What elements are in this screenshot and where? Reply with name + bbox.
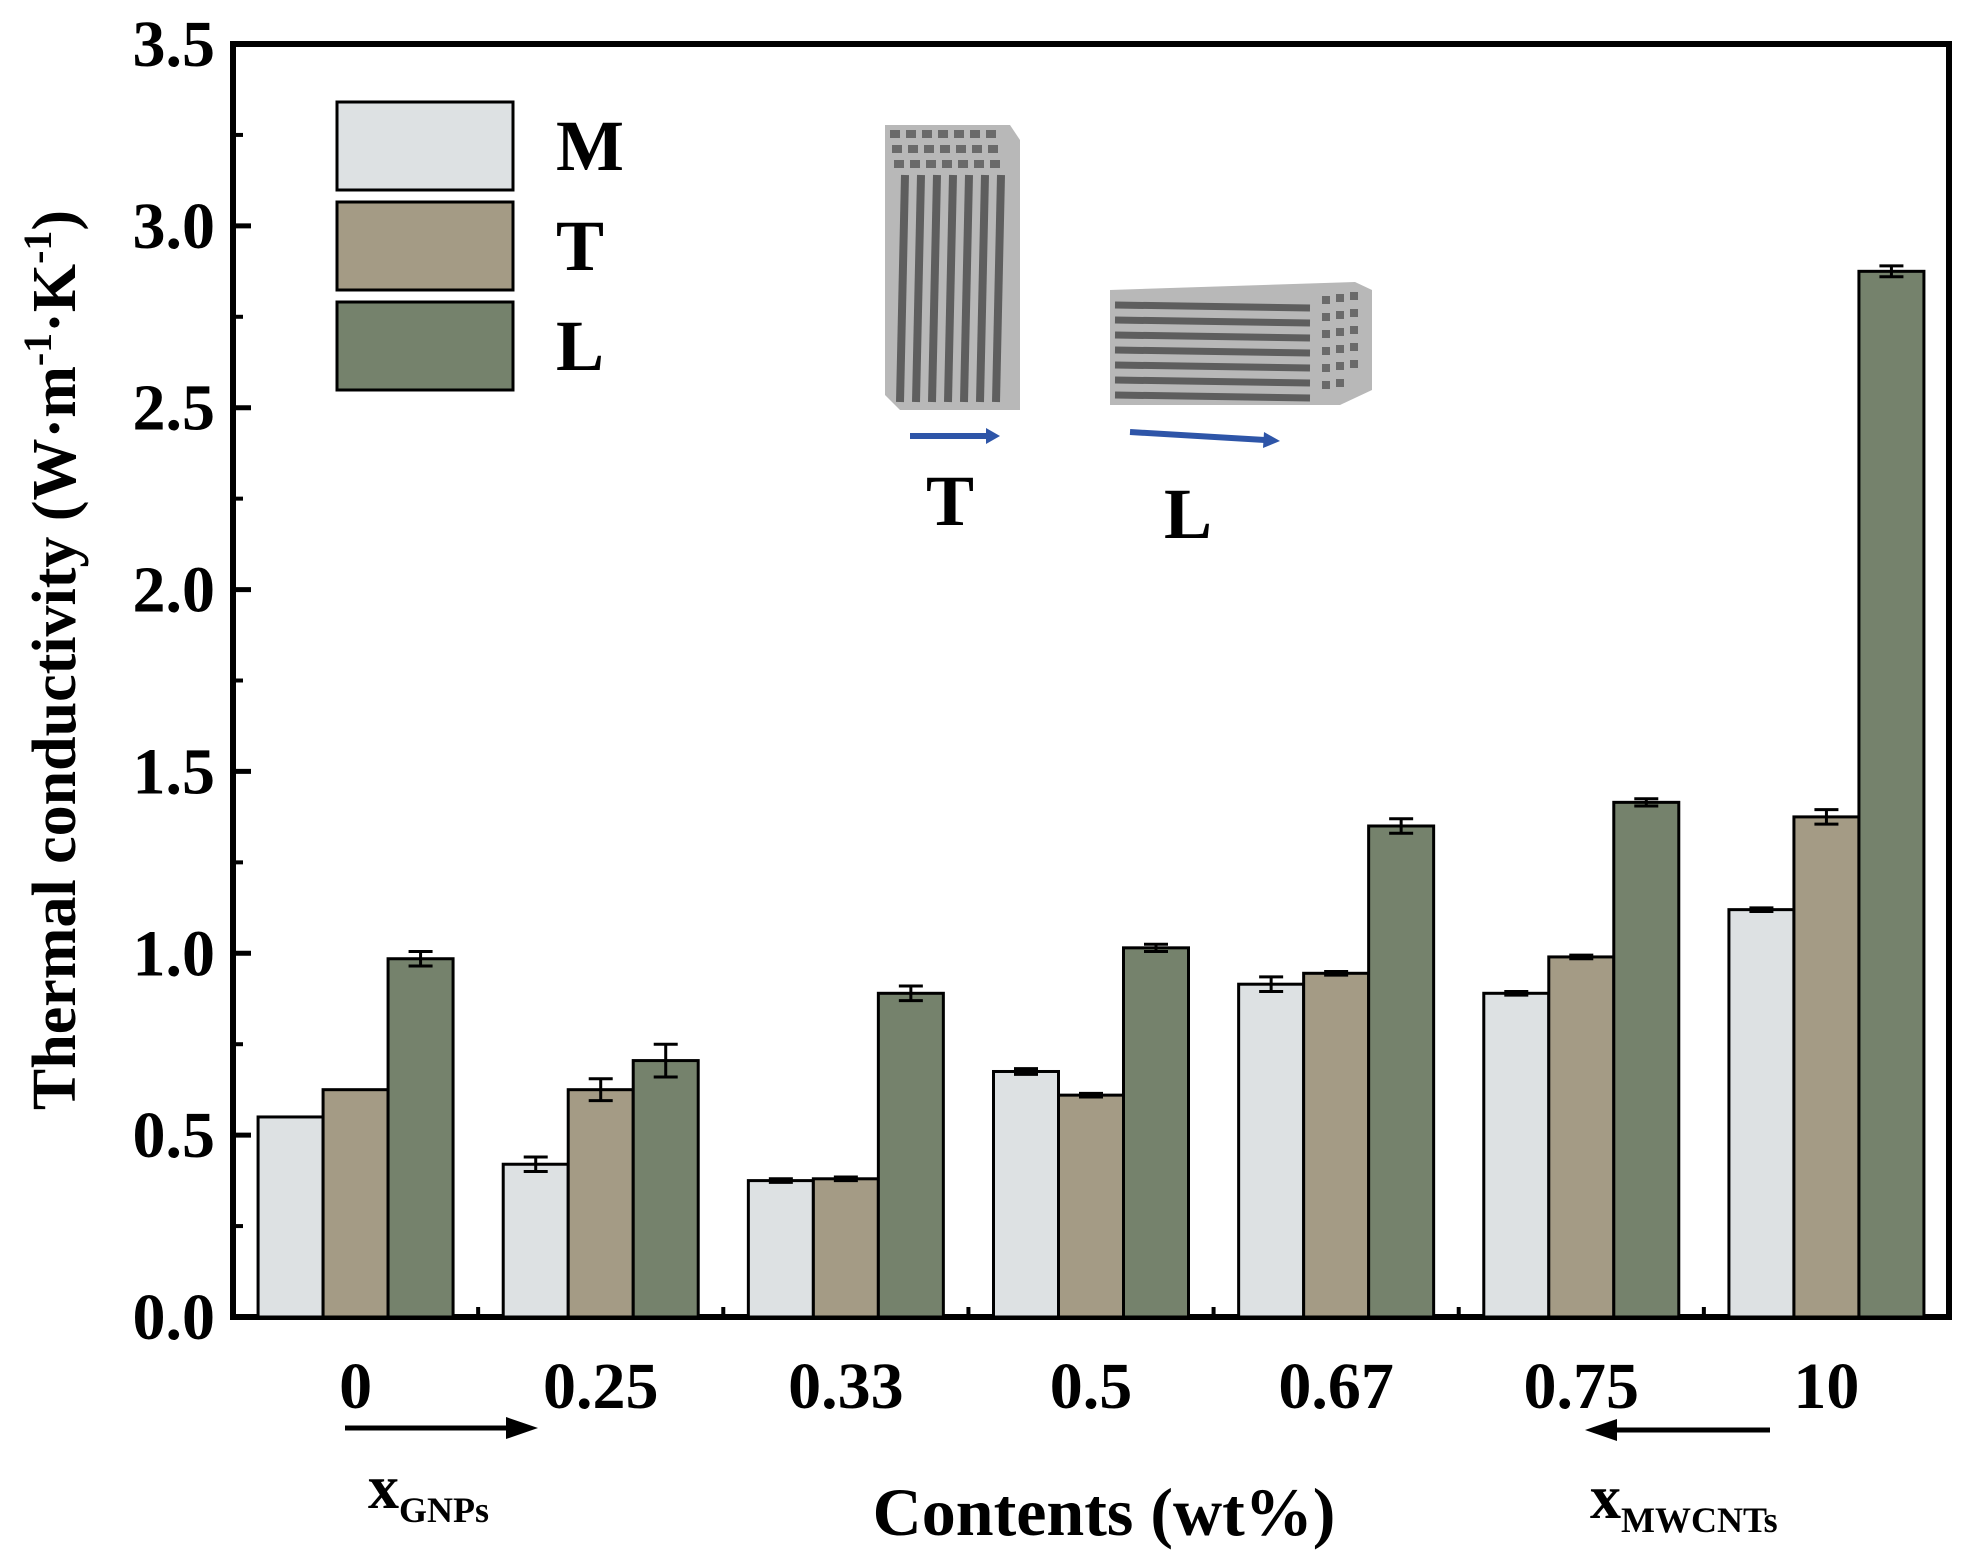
bar-M-0.5	[992, 1069, 1060, 1319]
legend-swatch-T	[335, 200, 515, 292]
error-bar-M-0.5	[1014, 1067, 1038, 1076]
y-axis-label-main: Thermal conductivity (W·m	[21, 366, 89, 1110]
x-tick-label: 0.5	[1050, 1350, 1133, 1423]
error-bars	[408, 264, 1904, 1184]
inset-l-label: L	[1164, 474, 1212, 554]
y-tick-label: 1.5	[133, 735, 216, 808]
x-tick-label: 0.33	[788, 1350, 904, 1423]
error-bar-M-0.67	[1259, 975, 1284, 993]
error-bar-T-0.33	[833, 1175, 858, 1183]
inset-t-block	[885, 125, 1020, 444]
bar-M-0.67	[1237, 982, 1306, 1319]
error-bar-L-0.75	[1634, 797, 1659, 808]
y-tick-label: 2.0	[133, 554, 216, 627]
bar-T-0.33	[811, 1177, 880, 1319]
bar-T-0.25	[566, 1088, 635, 1319]
legend-label-T: T	[556, 206, 604, 286]
bars	[256, 269, 1926, 1319]
svg-text:Thermal conductivity (W·m-1·K-: Thermal conductivity (W·m-1·K-1)	[15, 210, 89, 1110]
y-axis-label-sup2: -1	[15, 231, 60, 264]
legend-label-L: L	[556, 306, 604, 386]
error-bar-L-0.5	[1144, 942, 1168, 953]
error-bar-L-0.33	[898, 984, 923, 1003]
bar-T-0.75	[1547, 955, 1616, 1319]
error-bar-T-0.67	[1324, 969, 1349, 977]
y-tick-label: 3.5	[133, 8, 216, 81]
legend-swatch-M	[335, 100, 515, 192]
inset-t-label: T	[926, 461, 974, 541]
legend-swatch-L	[335, 300, 515, 392]
x-axis: 0 0.25 0.33 0.5 0.67 0.75 10	[339, 1301, 1859, 1423]
y-axis: 0.0 0.5 1.0 1.5 2.0 2.5 3.0 3.5	[133, 8, 251, 1354]
y-axis-label-end: )	[21, 210, 89, 231]
bar-L-0.5	[1122, 946, 1190, 1319]
y-tick-label: 1.0	[133, 917, 216, 990]
error-bar-M-0.33	[768, 1177, 793, 1184]
x-tick-label: 0.25	[543, 1350, 659, 1423]
bar-T-10	[1792, 815, 1861, 1319]
x-tick-label: 10	[1793, 1350, 1859, 1423]
bar-L-0.67	[1367, 824, 1436, 1319]
error-bar-L-0.67	[1389, 817, 1414, 835]
gnps-label: xGNPs	[368, 1454, 489, 1530]
error-bar-L-0	[408, 949, 433, 968]
x-tick-label: 0	[339, 1350, 372, 1423]
error-bar-L-0.25	[653, 1042, 678, 1079]
y-tick-label: 0.0	[133, 1281, 216, 1354]
error-bar-M-0.25	[523, 1155, 548, 1174]
mwcnts-arrow	[1585, 1419, 1770, 1441]
bar-M-0.75	[1482, 991, 1551, 1319]
bar-L-10	[1857, 269, 1926, 1319]
y-axis-label-mid: ·K	[21, 264, 89, 333]
bar-M-0.25	[501, 1162, 570, 1319]
error-bar-T-0.25	[588, 1077, 613, 1103]
error-bar-M-10	[1749, 906, 1774, 913]
error-bar-M-0.75	[1504, 989, 1529, 997]
y-tick-label: 3.0	[133, 190, 216, 263]
error-bar-T-0.5	[1079, 1091, 1103, 1099]
bar-M-0.33	[746, 1179, 815, 1319]
legend: MTL	[335, 100, 624, 392]
error-bar-T-10	[1814, 808, 1839, 826]
bar-L-0	[386, 957, 455, 1319]
y-tick-label: 0.5	[133, 1099, 216, 1172]
bar-M-0	[256, 1115, 325, 1319]
bar-L-0.25	[631, 1059, 700, 1319]
gnps-arrow	[345, 1417, 538, 1439]
error-bar-L-10	[1879, 264, 1904, 279]
bar-T-0.5	[1057, 1093, 1125, 1319]
bar-T-0	[321, 1088, 390, 1319]
x-axis-label: Contents (wt%)	[873, 1474, 1336, 1550]
mwcnts-label: xMWCNTs	[1590, 1464, 1778, 1540]
y-axis-label-sup1: -1	[15, 333, 60, 366]
bar-L-0.75	[1612, 800, 1681, 1319]
bar-L-0.33	[876, 991, 945, 1319]
error-bar-T-0.75	[1569, 953, 1594, 961]
legend-label-M: M	[556, 106, 624, 186]
inset-l-block	[1110, 282, 1372, 448]
x-tick-label: 0.67	[1278, 1350, 1394, 1423]
bar-T-0.67	[1302, 971, 1371, 1319]
y-axis-label: Thermal conductivity (W·m-1·K-1)	[15, 210, 89, 1110]
bar-M-10	[1727, 908, 1796, 1319]
y-tick-label: 2.5	[133, 372, 216, 445]
x-tick-label: 0.75	[1524, 1350, 1640, 1423]
